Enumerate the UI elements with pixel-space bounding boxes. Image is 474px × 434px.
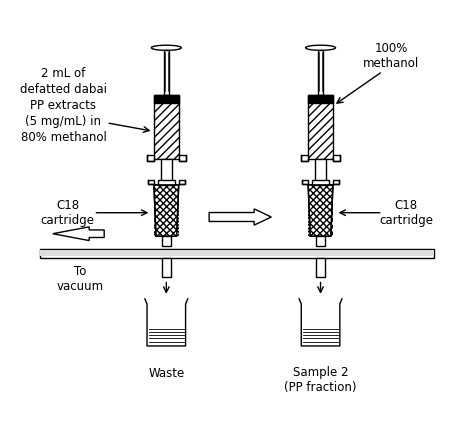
Bar (316, 236, 325, 246)
Bar (301, 155, 308, 161)
Bar (315, 159, 326, 185)
Bar (312, 180, 329, 185)
Text: C18
cartridge: C18 cartridge (41, 199, 95, 227)
Polygon shape (308, 185, 333, 236)
Bar (148, 180, 154, 184)
Bar (333, 155, 340, 161)
Bar (308, 95, 333, 159)
Text: To
vacuum: To vacuum (57, 265, 104, 293)
Ellipse shape (306, 45, 336, 50)
Bar (154, 185, 179, 236)
Bar (162, 258, 171, 277)
Bar (179, 155, 186, 161)
Bar (161, 159, 172, 185)
Text: Sample 2
(PP fraction): Sample 2 (PP fraction) (284, 366, 357, 394)
Polygon shape (154, 185, 179, 236)
Bar (162, 236, 171, 246)
Text: C18
cartridge: C18 cartridge (379, 199, 433, 227)
Bar (302, 180, 308, 184)
Bar (333, 180, 339, 184)
Bar (154, 95, 179, 103)
Bar (40, 249, 434, 258)
Bar (154, 95, 179, 159)
Bar (158, 180, 175, 185)
Text: 100%
methanol: 100% methanol (363, 43, 419, 70)
Ellipse shape (151, 45, 181, 50)
Bar (179, 180, 185, 184)
Bar (164, 50, 169, 95)
Bar (308, 185, 333, 236)
Bar (308, 95, 333, 103)
Text: Waste: Waste (148, 367, 184, 380)
Polygon shape (53, 227, 104, 240)
Polygon shape (209, 209, 271, 225)
Bar (318, 50, 323, 95)
Text: 2 mL of
defatted dabai
PP extracts
(5 mg/mL) in
80% methanol: 2 mL of defatted dabai PP extracts (5 mg… (20, 67, 107, 144)
Bar (316, 258, 325, 277)
Bar (147, 155, 154, 161)
Bar (40, 250, 434, 256)
